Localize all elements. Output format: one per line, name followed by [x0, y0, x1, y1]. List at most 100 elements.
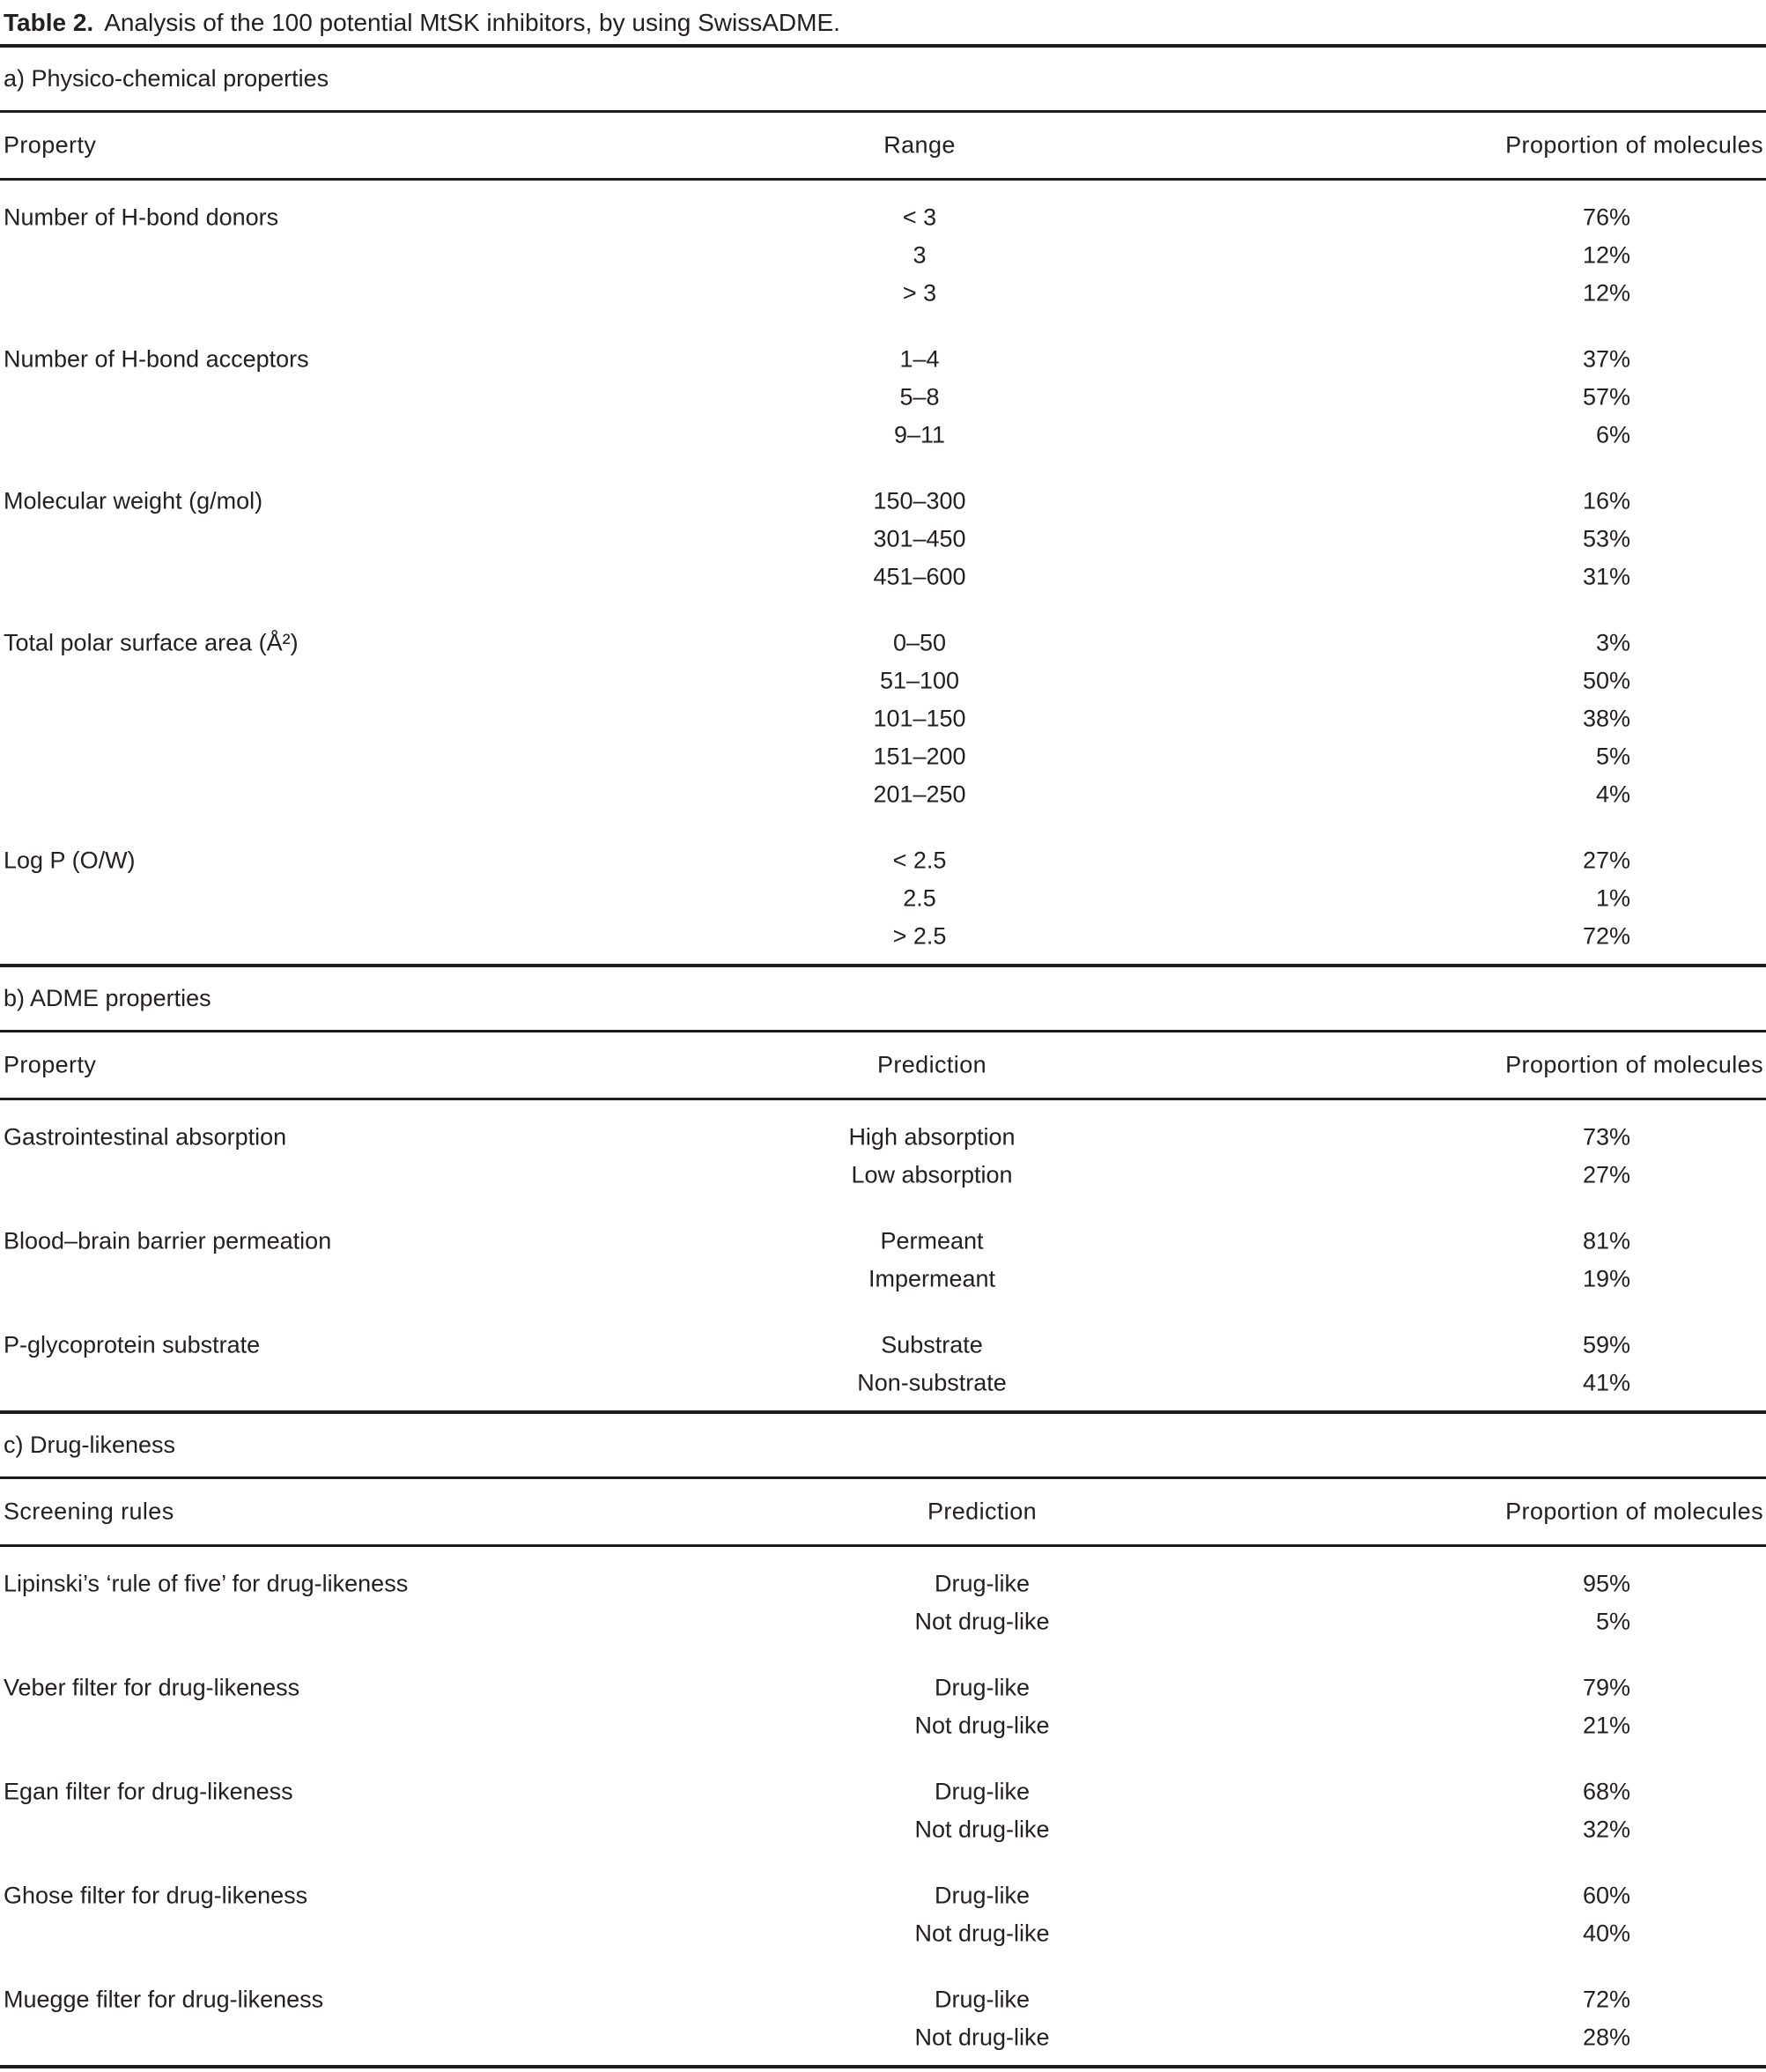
table-row: > 3 12% [0, 274, 1766, 312]
table-row: Log P (O/W) < 2.5 27% [0, 841, 1766, 879]
cell-proportion: 95% [1582, 1570, 1630, 1596]
table-row: Muegge filter for drug-likeness Drug-lik… [0, 1980, 1766, 2018]
table-number-label: Table 2. [4, 9, 94, 36]
cell-range: 201–250 [873, 781, 966, 807]
table-row: 2.5 1% [0, 879, 1766, 917]
column-header-row: Property Prediction Proportion of molecu… [0, 1032, 1766, 1098]
table-row: 101–150 38% [0, 699, 1766, 737]
cell-property: Blood–brain barrier permeation [4, 1227, 332, 1254]
cell-prediction: Drug-like [934, 1882, 1031, 1908]
cell-proportion: 81% [1582, 1227, 1630, 1254]
heading-rule [0, 1476, 1766, 1479]
cell-property: P-glycoprotein substrate [4, 1331, 261, 1358]
table-row: 5–8 57% [0, 378, 1766, 416]
cell-range: 151–200 [873, 743, 966, 769]
cell-proportion: 60% [1582, 1882, 1630, 1908]
col-header-property: Property [4, 1051, 97, 1078]
section-divider-rule [0, 2065, 1766, 2068]
cell-prediction: Low absorption [851, 1161, 1013, 1188]
cell-range: 3 [913, 241, 927, 268]
cell-prediction: Impermeant [868, 1265, 996, 1291]
table-row: P-glycoprotein substrate Substrate 59% [0, 1326, 1766, 1364]
col-header-range: Range [883, 131, 956, 159]
column-header-row: Property Range Proportion of molecules [0, 113, 1766, 178]
table-row: Ghose filter for drug-likeness Drug-like… [0, 1876, 1766, 1914]
table-body: a) Physico-chemical properties Property … [0, 48, 1766, 2068]
cell-prediction: Not drug-like [914, 1712, 1050, 1738]
cell-prediction: Drug-like [934, 1674, 1031, 1700]
table-row: Not drug-like 5% [0, 1602, 1766, 1640]
table-row: 9–11 6% [0, 416, 1766, 454]
cell-proportion: 27% [1582, 1161, 1630, 1188]
cell-proportion: 32% [1582, 1816, 1630, 1842]
section-divider-rule [0, 1410, 1766, 1414]
cell-prediction: High absorption [848, 1123, 1016, 1150]
cell-range: 301–450 [873, 525, 966, 551]
cell-prediction: Not drug-like [914, 1816, 1050, 1842]
table-row: 3 12% [0, 236, 1766, 274]
table-row: Low absorption 27% [0, 1156, 1766, 1194]
section-heading: a) Physico-chemical properties [4, 65, 329, 92]
cell-property: Veber filter for drug-likeness [4, 1674, 300, 1700]
cell-proportion: 31% [1582, 563, 1630, 589]
cell-range: > 3 [902, 279, 937, 306]
section-c-drug-likeness: c) Drug-likeness Screening rules Predict… [0, 1414, 1766, 2068]
section-heading: b) ADME properties [4, 985, 211, 1011]
cell-prediction: Permeant [880, 1227, 984, 1254]
table-row: 201–250 4% [0, 775, 1766, 813]
table-row: Gastrointestinal absorption High absorpt… [0, 1118, 1766, 1156]
cell-proportion: 37% [1582, 345, 1630, 372]
cell-property: Molecular weight (g/mol) [4, 487, 263, 514]
cell-proportion: 28% [1582, 2024, 1630, 2050]
cell-range: 2.5 [903, 884, 936, 911]
cell-range: 101–150 [873, 705, 966, 731]
cell-proportion: 27% [1582, 847, 1630, 873]
top-rule [0, 44, 1766, 48]
table-row: Number of H-bond donors < 3 76% [0, 198, 1766, 236]
cell-proportion: 57% [1582, 383, 1630, 410]
heading-rule [0, 110, 1766, 113]
cell-range: 9–11 [893, 421, 946, 448]
cell-proportion: 40% [1582, 1920, 1630, 1946]
cell-proportion: 5% [1595, 743, 1630, 769]
cell-proportion: 72% [1582, 922, 1630, 949]
table-row: Number of H-bond acceptors 1–4 37% [0, 340, 1766, 378]
table-row: Egan filter for drug-likeness Drug-like … [0, 1772, 1766, 1810]
cell-range: 451–600 [873, 563, 966, 589]
cell-proportion: 53% [1582, 525, 1630, 551]
cell-proportion: 4% [1595, 781, 1630, 807]
cell-proportion: 41% [1582, 1369, 1630, 1395]
cell-range: < 3 [902, 204, 937, 230]
col-header-screening-rules: Screening rules [4, 1498, 174, 1525]
cell-prediction: Drug-like [934, 1986, 1031, 2012]
table-caption: Table 2. Analysis of the 100 potential Mt… [0, 0, 1766, 44]
table-row: Non-substrate 41% [0, 1364, 1766, 1402]
cell-proportion: 79% [1582, 1674, 1630, 1700]
cell-property: Log P (O/W) [4, 847, 136, 873]
table-row: Not drug-like 32% [0, 1810, 1766, 1848]
cell-proportion: 19% [1582, 1265, 1630, 1291]
cell-proportion: 16% [1582, 487, 1630, 514]
header-rule [0, 1098, 1766, 1100]
col-header-property: Property [4, 131, 97, 159]
table-row: Veber filter for drug-likeness Drug-like… [0, 1669, 1766, 1706]
cell-property: Total polar surface area (Å²) [4, 629, 299, 655]
table-row: 301–450 53% [0, 520, 1766, 558]
cell-proportion: 50% [1582, 667, 1630, 693]
table-row: Impermeant 19% [0, 1260, 1766, 1298]
cell-property: Number of H-bond donors [4, 204, 279, 230]
table-row: Molecular weight (g/mol) 150–300 16% [0, 482, 1766, 520]
cell-proportion: 68% [1582, 1778, 1630, 1804]
cell-proportion: 3% [1595, 629, 1630, 655]
cell-proportion: 12% [1582, 241, 1630, 268]
section-divider-rule [0, 964, 1766, 967]
table-row: 51–100 50% [0, 662, 1766, 699]
cell-property: Lipinski’s ‘rule of five’ for drug-liken… [4, 1570, 409, 1596]
cell-range: 1–4 [899, 345, 940, 372]
column-header-row: Screening rules Prediction Proportion of… [0, 1479, 1766, 1544]
section-rows: Number of H-bond donors < 3 76% 3 12% > … [0, 181, 1766, 964]
cell-prediction: Drug-like [934, 1570, 1031, 1596]
cell-range: 150–300 [873, 487, 966, 514]
cell-prediction: Not drug-like [914, 1608, 1050, 1634]
header-rule [0, 178, 1766, 181]
